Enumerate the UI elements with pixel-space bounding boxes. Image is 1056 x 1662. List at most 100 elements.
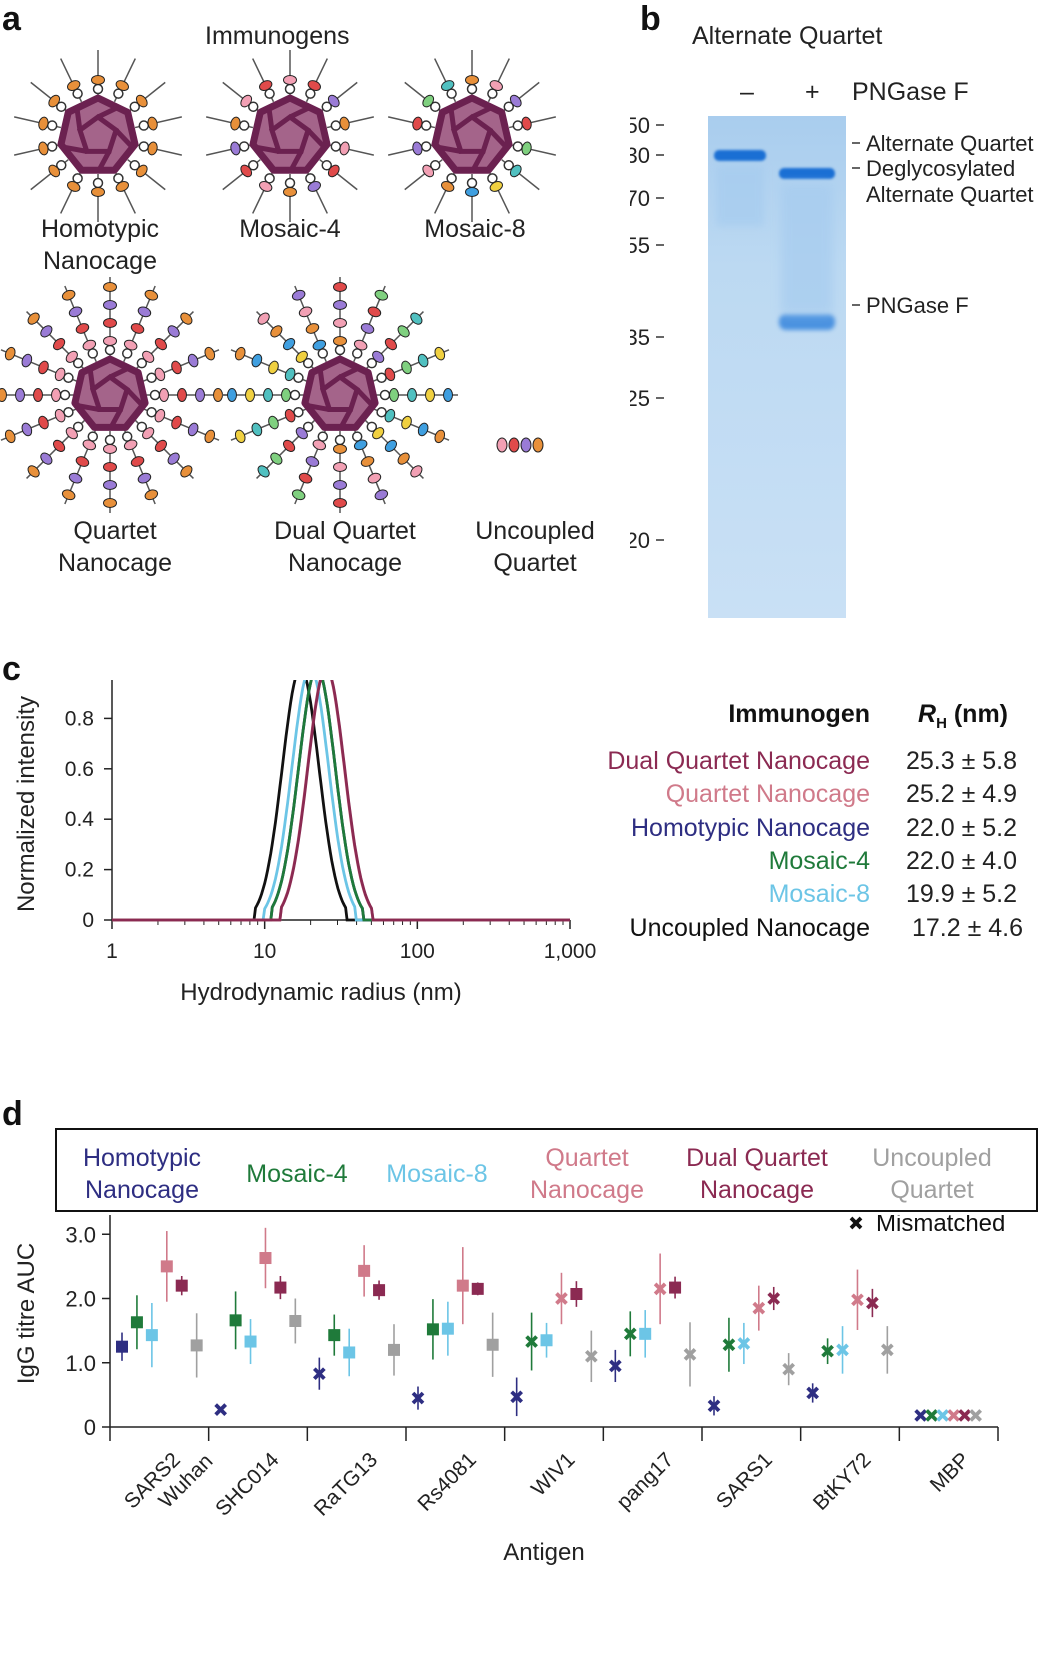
mismatched-point xyxy=(683,1348,697,1361)
caption-mosaic-8: Mosaic-8 xyxy=(424,215,526,243)
mismatched-point xyxy=(312,1367,326,1381)
y-tick-label: 0.2 xyxy=(65,859,94,882)
mismatched-point xyxy=(623,1327,637,1341)
caption-quartet-nanocage: Quartet Nanocage xyxy=(58,517,172,577)
mismatched-point xyxy=(851,1293,864,1307)
table-row-name: Quartet Nanocage xyxy=(665,780,870,808)
y-tick-label: 0.6 xyxy=(65,758,94,781)
category-label: WIV1 xyxy=(527,1448,580,1501)
mismatched-point xyxy=(782,1362,796,1376)
band-alternate-quartet xyxy=(714,150,766,161)
x-axis-label: Antigen xyxy=(503,1539,584,1566)
mosaic-4-icon xyxy=(205,50,375,222)
table-row-value: 17.2 ± 4.6 xyxy=(912,914,1024,942)
marker-label: 25 xyxy=(630,386,650,411)
panel-b-label: b xyxy=(640,0,661,38)
mismatched-point xyxy=(653,1282,667,1296)
category-label: MBP xyxy=(926,1448,974,1496)
caption-dual-quartet: Dual Quartet Nanocage xyxy=(274,517,416,577)
y-tick-label: 0 xyxy=(82,909,94,932)
category-label: Rs4081 xyxy=(413,1448,480,1515)
y-tick-label: 0 xyxy=(84,1415,96,1440)
panel-a-label: a xyxy=(2,0,21,38)
category-label: RaTG13 xyxy=(310,1448,382,1520)
lane-minus-label: – xyxy=(740,78,754,106)
marker-label: 70 xyxy=(630,186,650,211)
mismatched-legend-label: Mismatched xyxy=(876,1215,1005,1237)
y-axis-label: Normalized intensity xyxy=(13,696,40,912)
matched-point xyxy=(274,1281,287,1294)
table-row-value: 25.2 ± 4.9 xyxy=(906,780,1018,808)
table-row-value: 22.0 ± 4.0 xyxy=(906,847,1018,875)
matched-point xyxy=(244,1335,257,1348)
legend-homotypic: Homotypic Nanocage xyxy=(82,1144,202,1204)
mismatched-point xyxy=(608,1359,622,1373)
mismatched-point xyxy=(214,1403,228,1416)
mismatched-point xyxy=(914,1409,928,1422)
nanocage-illustrations xyxy=(0,50,557,513)
legend-quartet: Quartet Nanocage xyxy=(530,1144,644,1204)
quartet-nanocage-icon xyxy=(0,277,228,513)
panel-a-title: Immunogens xyxy=(205,22,350,50)
mismatched-point xyxy=(411,1391,425,1405)
matched-point xyxy=(343,1346,356,1359)
panel-c-label: c xyxy=(2,650,21,688)
band-label: PNGase F xyxy=(866,293,969,318)
dls-series-line xyxy=(112,680,570,922)
gel-image xyxy=(708,116,846,618)
mismatched-point xyxy=(752,1301,766,1315)
category-label: SHC014 xyxy=(211,1448,284,1521)
mismatched-point xyxy=(880,1343,894,1357)
x-axis-label: Hydrodynamic radius (nm) xyxy=(180,979,461,1006)
matched-point xyxy=(175,1279,188,1292)
marker-label: 250 xyxy=(630,113,650,138)
legend-mosaic-8: Mosaic-8 xyxy=(386,1160,488,1188)
y-tick-label: 1.0 xyxy=(65,1351,96,1376)
mismatched-point xyxy=(947,1409,961,1422)
matched-point xyxy=(289,1314,302,1327)
mismatched-point xyxy=(555,1292,568,1305)
table-row-name: Mosaic-8 xyxy=(768,880,870,908)
mismatched-point xyxy=(510,1390,524,1404)
panel-d-label: d xyxy=(2,1095,23,1133)
dls-series-line xyxy=(112,680,570,922)
marker-label: 55 xyxy=(630,233,650,258)
category-label: SARS1 xyxy=(712,1448,777,1513)
matched-point xyxy=(441,1322,454,1335)
panel-b-title: Alternate Quartet xyxy=(692,22,883,50)
dls-series-line xyxy=(112,680,570,922)
matched-point xyxy=(471,1282,484,1295)
gel-markers: 250 130 70 55 35 25 20 Alternate QuartetDeglyco… xyxy=(630,113,1034,553)
table-row-value: 19.9 ± 5.2 xyxy=(906,880,1018,908)
homotypic-nanocage-icon xyxy=(13,50,183,222)
matched-point xyxy=(190,1339,203,1352)
table-row-value: 25.3 ± 5.8 xyxy=(906,747,1018,775)
y-tick-label: 0.4 xyxy=(65,808,95,831)
caption-homotypic: Homotypic Nanocage xyxy=(40,215,160,275)
matched-point xyxy=(639,1327,652,1340)
y-tick-label: 3.0 xyxy=(65,1222,96,1247)
matched-point xyxy=(669,1281,682,1294)
y-tick-label: 2.0 xyxy=(65,1287,96,1312)
x-tick-label: 10 xyxy=(253,940,276,963)
table-header-rh: RH (nm) xyxy=(918,700,1009,732)
band-pngase-f xyxy=(779,314,835,330)
lane-plus-label: + xyxy=(805,78,820,106)
x-tick-label: 1,000 xyxy=(544,940,597,963)
caption-uncoupled-quartet: Uncoupled Quartet xyxy=(475,517,595,577)
dls-series-line xyxy=(112,680,570,922)
mismatched-point xyxy=(722,1338,736,1352)
mismatched-point xyxy=(767,1292,781,1305)
caption-mosaic-4: Mosaic-4 xyxy=(239,215,341,243)
mismatched-point xyxy=(936,1409,950,1422)
x-tick-label: 100 xyxy=(400,940,435,963)
matched-point xyxy=(456,1279,469,1292)
mismatched-point xyxy=(737,1337,751,1350)
table-header-immunogen: Immunogen xyxy=(728,700,870,728)
uncoupled-quartet-icon xyxy=(496,437,544,453)
mismatched-point xyxy=(866,1296,879,1310)
matched-point xyxy=(328,1329,341,1342)
matched-point xyxy=(540,1334,553,1347)
legend-dual-quartet: Dual Quartet Nanocage xyxy=(686,1144,828,1204)
